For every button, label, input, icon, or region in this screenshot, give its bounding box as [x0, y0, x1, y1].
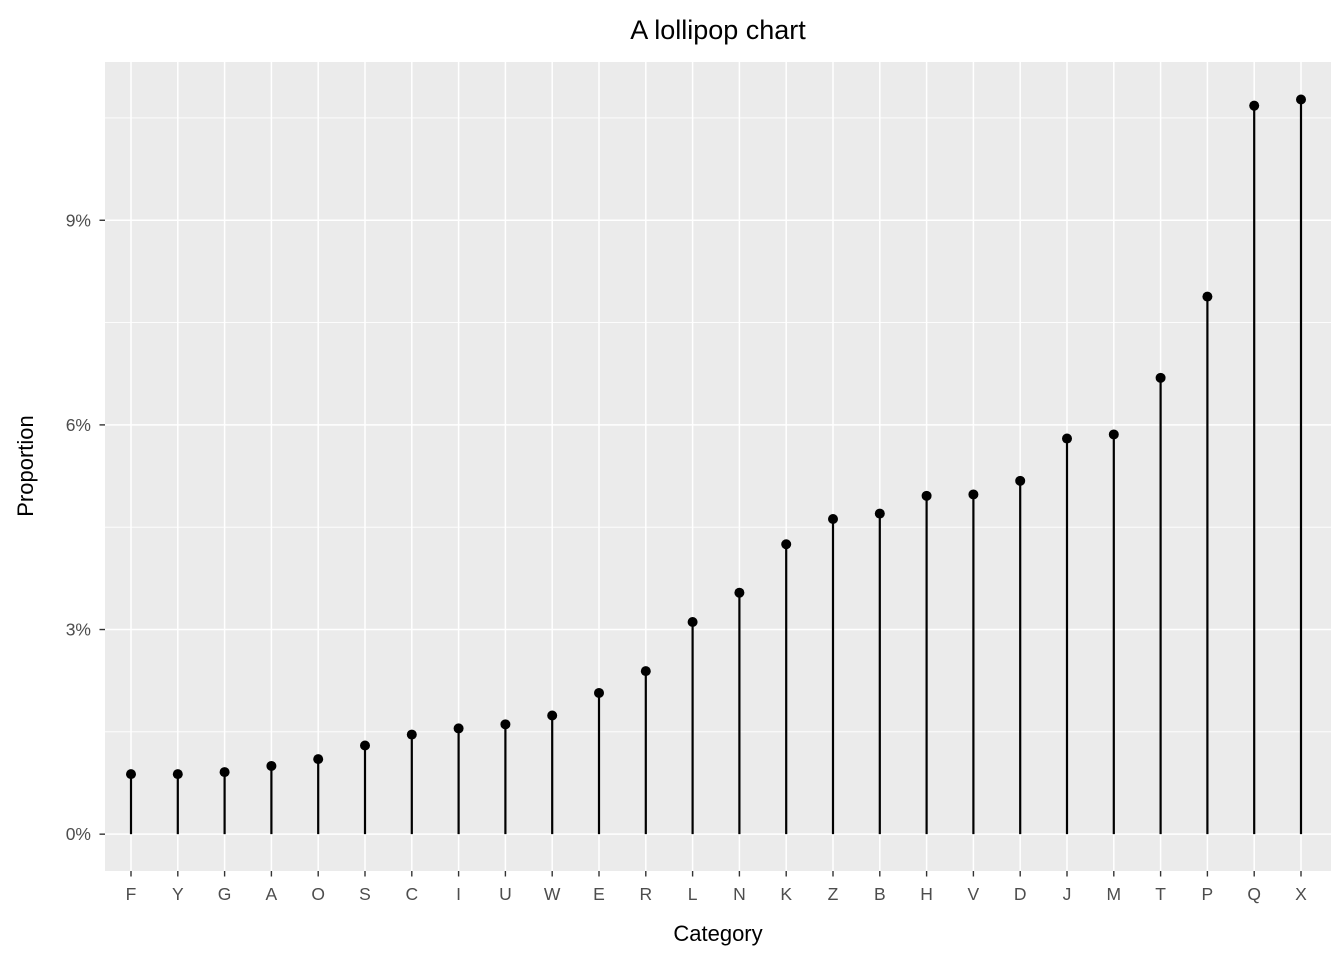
y-tick-label-9%: 9% — [66, 210, 91, 230]
x-tick-label-H: H — [920, 884, 933, 904]
plot-panel-layer — [105, 62, 1331, 871]
lollipop-dot-D — [1015, 475, 1026, 486]
x-tick-label-Z: Z — [828, 884, 839, 904]
lollipop-dot-C — [406, 729, 417, 740]
lollipop-dot-M — [1108, 429, 1119, 440]
lollipop-dot-V — [968, 489, 979, 500]
lollipop-dot-N — [734, 587, 745, 598]
y-axis-title: Proportion — [13, 415, 38, 517]
lollipop-dot-O — [313, 754, 324, 765]
y-tick-label-6%: 6% — [66, 415, 91, 435]
lollipop-dot-X — [1296, 94, 1306, 105]
lollipop-dot-I — [453, 723, 464, 734]
x-tick-label-U: U — [499, 884, 512, 904]
lollipop-dot-K — [781, 539, 792, 550]
lollipop-dot-R — [640, 666, 651, 677]
x-tick-label-N: N — [733, 884, 746, 904]
axis-tick-labels: F Y G A O S C I U W E R L N K Z B H V D J M T P Q X 0% 3% 6% 9% — [66, 210, 1307, 904]
lollipop-dot-L — [687, 617, 698, 628]
lollipop-dot-H — [921, 490, 932, 501]
x-tick-label-G: G — [218, 884, 232, 904]
x-tick-label-R: R — [639, 884, 652, 904]
x-tick-label-O: O — [311, 884, 325, 904]
x-tick-label-C: C — [405, 884, 418, 904]
lollipop-dot-Q — [1249, 100, 1260, 111]
lollipop-dot-G — [219, 767, 230, 778]
lollipop-dot-A — [266, 760, 277, 771]
lollipop-dot-W — [547, 710, 558, 721]
x-tick-label-Y: Y — [172, 884, 184, 904]
x-tick-label-W: W — [544, 884, 561, 904]
x-tick-label-Q: Q — [1247, 884, 1261, 904]
lollipop-dot-T — [1155, 372, 1166, 383]
x-tick-label-T: T — [1155, 884, 1166, 904]
x-tick-label-F: F — [126, 884, 137, 904]
lollipop-stems — [129, 99, 1303, 835]
x-tick-label-D: D — [1014, 884, 1027, 904]
x-tick-label-X: X — [1295, 884, 1307, 904]
y-tick-label-0%: 0% — [66, 824, 91, 844]
axis-tick-marks — [99, 219, 1302, 877]
lollipop-dot-U — [500, 719, 511, 730]
chart-title: A lollipop chart — [630, 15, 806, 45]
x-tick-label-V: V — [968, 884, 980, 904]
lollipop-dot-Y — [172, 769, 183, 780]
x-tick-label-A: A — [266, 884, 278, 904]
x-axis-title: Category — [673, 921, 762, 946]
x-tick-label-K: K — [780, 884, 792, 904]
lollipop-dot-B — [874, 508, 885, 519]
x-tick-label-E: E — [593, 884, 605, 904]
lollipop-dot-P — [1202, 291, 1213, 302]
x-tick-label-P: P — [1202, 884, 1214, 904]
plot-panel — [105, 62, 1331, 871]
lollipop-dot-S — [360, 740, 370, 751]
x-tick-label-S: S — [359, 884, 371, 904]
x-tick-label-I: I — [456, 884, 461, 904]
x-tick-label-B: B — [874, 884, 886, 904]
lollipop-dot-Z — [828, 514, 838, 525]
minor-gridlines — [105, 117, 1331, 733]
x-tick-label-L: L — [688, 884, 698, 904]
y-tick-label-3%: 3% — [66, 620, 91, 640]
lollipop-dot-E — [594, 687, 604, 698]
lollipop-dot-J — [1062, 433, 1072, 444]
lollipop-dots — [126, 94, 1306, 780]
x-tick-label-M: M — [1107, 884, 1122, 904]
x-tick-label-J: J — [1063, 884, 1072, 904]
lollipop-dot-F — [126, 769, 136, 780]
